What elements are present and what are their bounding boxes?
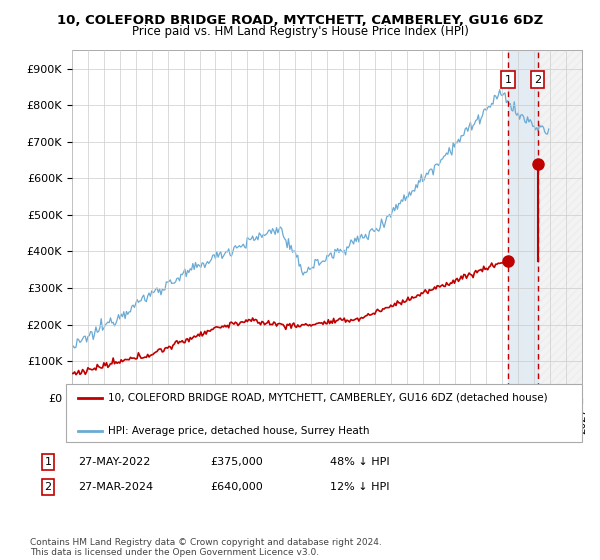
Text: 27-MAY-2022: 27-MAY-2022 bbox=[78, 457, 151, 467]
Bar bbox=[508, 50, 538, 398]
Text: 12% ↓ HPI: 12% ↓ HPI bbox=[330, 482, 389, 492]
Text: 2: 2 bbox=[534, 74, 541, 85]
Text: £375,000: £375,000 bbox=[210, 457, 263, 467]
Text: 2: 2 bbox=[44, 482, 52, 492]
Text: 27-MAR-2024: 27-MAR-2024 bbox=[78, 482, 153, 492]
Text: 48% ↓ HPI: 48% ↓ HPI bbox=[330, 457, 389, 467]
Text: HPI: Average price, detached house, Surrey Heath: HPI: Average price, detached house, Surr… bbox=[108, 426, 370, 436]
Text: 1: 1 bbox=[505, 74, 512, 85]
Bar bbox=[538, 50, 582, 398]
Text: Price paid vs. HM Land Registry's House Price Index (HPI): Price paid vs. HM Land Registry's House … bbox=[131, 25, 469, 38]
Text: 10, COLEFORD BRIDGE ROAD, MYTCHETT, CAMBERLEY, GU16 6DZ (detached house): 10, COLEFORD BRIDGE ROAD, MYTCHETT, CAMB… bbox=[108, 393, 548, 403]
Text: Contains HM Land Registry data © Crown copyright and database right 2024.
This d: Contains HM Land Registry data © Crown c… bbox=[30, 538, 382, 557]
Text: 10, COLEFORD BRIDGE ROAD, MYTCHETT, CAMBERLEY, GU16 6DZ: 10, COLEFORD BRIDGE ROAD, MYTCHETT, CAMB… bbox=[57, 14, 543, 27]
Text: 1: 1 bbox=[44, 457, 52, 467]
Text: £640,000: £640,000 bbox=[210, 482, 263, 492]
